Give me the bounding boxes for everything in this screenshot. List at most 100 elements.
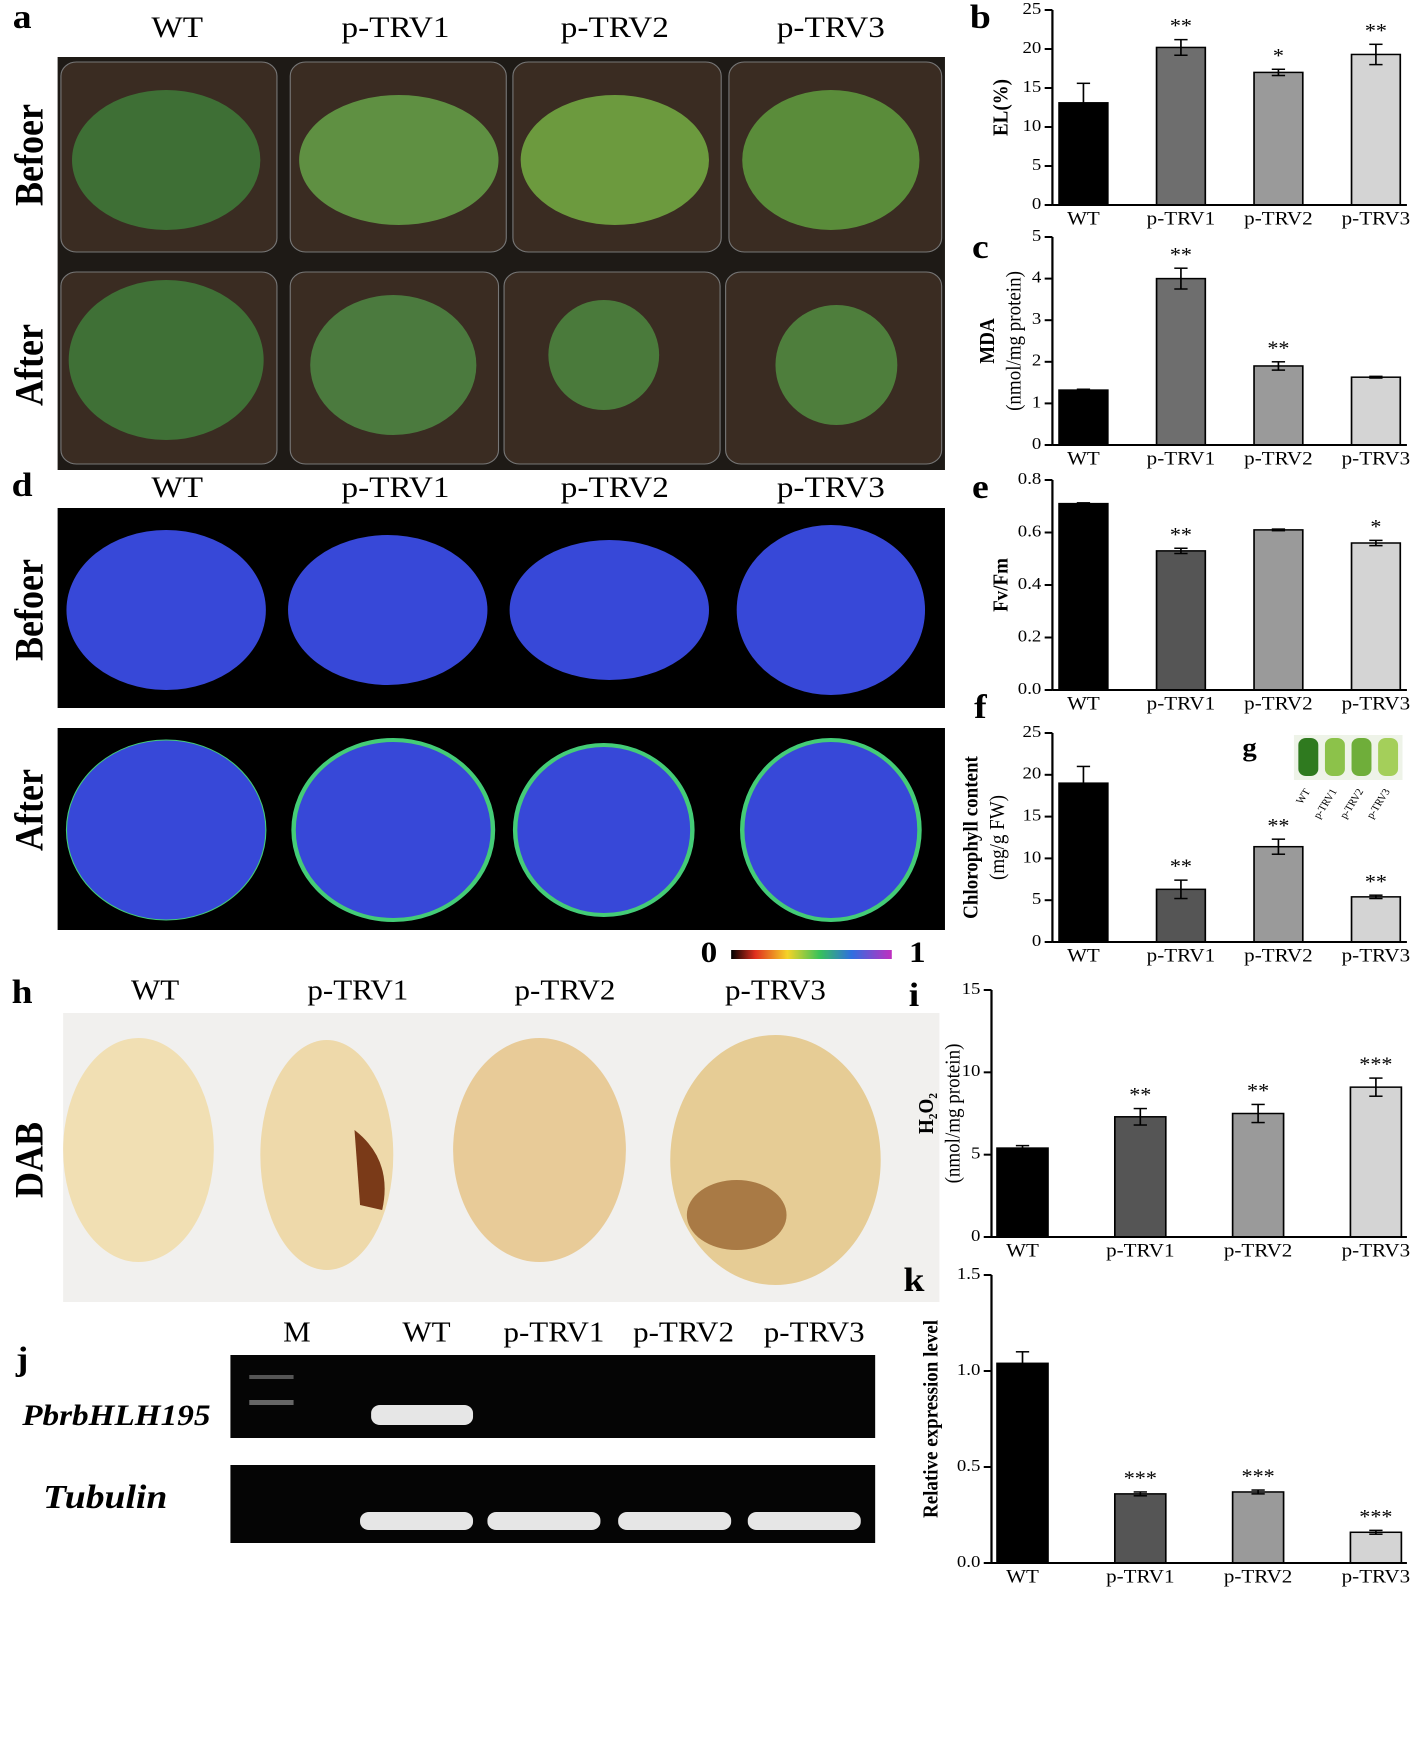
- x-tick-label: p-TRV1: [1106, 1566, 1174, 1587]
- significance-label: **: [1170, 243, 1192, 266]
- significance-label: *: [1370, 515, 1381, 538]
- bar: [1155, 277, 1207, 446]
- y-tick-label: 15: [962, 979, 981, 998]
- bar: [1113, 1116, 1167, 1238]
- x-tick-label: p-TRV3: [1342, 208, 1410, 229]
- bar: [1253, 529, 1304, 691]
- significance-label: ***: [1359, 1053, 1392, 1076]
- x-tick-label: p-TRV3: [1342, 945, 1410, 966]
- y-tick-label: 0: [971, 1226, 980, 1245]
- row-label: After: [8, 324, 52, 406]
- y-tick-label: 0.8: [1018, 469, 1042, 488]
- panel-letter: a: [13, 0, 32, 35]
- row-label: DAB: [8, 1122, 52, 1198]
- column-label: p-TRV3: [764, 1318, 865, 1348]
- y-tick-label: 5: [971, 1143, 980, 1162]
- x-tick-label: p-TRV3: [1342, 1566, 1410, 1587]
- x-tick-label: p-TRV2: [1244, 693, 1312, 714]
- column-label: M: [283, 1318, 311, 1348]
- color-scale: [731, 950, 892, 959]
- bar: [1350, 542, 1402, 691]
- x-tick-label: p-TRV1: [1147, 945, 1215, 966]
- x-tick-label: p-TRV3: [1342, 448, 1410, 469]
- y-tick-label: 1.5: [957, 1264, 981, 1283]
- tube-inset: [1293, 735, 1403, 780]
- y-tick-label: 20: [1023, 38, 1042, 57]
- panel-letter: b: [970, 0, 991, 35]
- y-axis-label: (mg/g FW): [986, 795, 1009, 880]
- y-tick-label: 10: [962, 1061, 981, 1080]
- y-tick-label: 0: [1032, 931, 1041, 950]
- column-label: p-TRV2: [515, 976, 616, 1006]
- bar: [1349, 1531, 1403, 1564]
- y-tick-label: 0.2: [1018, 626, 1042, 645]
- column-label: p-TRV3: [777, 10, 885, 43]
- y-axis-label: Chlorophyll content: [960, 756, 983, 919]
- bar: [1155, 46, 1207, 206]
- x-tick-label: WT: [1067, 208, 1100, 229]
- y-tick-label: 10: [1023, 847, 1042, 866]
- column-label: p-TRV2: [633, 1318, 734, 1348]
- y-tick-label: 15: [1023, 77, 1042, 96]
- y-axis-label: Relative expression level: [920, 1320, 943, 1518]
- panel-letter: c: [972, 227, 989, 265]
- y-axis-label: (nmol/mg protein): [1003, 271, 1026, 411]
- panel-letter: g: [1242, 733, 1257, 761]
- bar: [1253, 365, 1304, 446]
- column-label: p-TRV3: [725, 976, 826, 1006]
- bar: [1253, 71, 1304, 206]
- y-tick-label: 5: [1032, 889, 1041, 908]
- panel-letter: i: [909, 975, 919, 1013]
- x-tick-label: p-TRV1: [1106, 1240, 1174, 1261]
- bar: [1058, 502, 1109, 691]
- column-label: p-TRV1: [307, 976, 408, 1006]
- tube-label: p-TRV2: [1338, 787, 1366, 820]
- bar: [1058, 782, 1109, 943]
- y-tick-label: 1: [1032, 392, 1041, 411]
- significance-label: **: [1170, 523, 1192, 546]
- panel-letter: j: [15, 1339, 29, 1377]
- x-tick-label: p-TRV3: [1342, 693, 1410, 714]
- column-label: p-TRV2: [561, 10, 669, 43]
- y-tick-label: 5: [1032, 155, 1041, 174]
- panel-letter: k: [903, 1260, 924, 1298]
- significance-label: **: [1365, 870, 1387, 893]
- y-tick-label: 0.5: [957, 1456, 981, 1475]
- significance-label: ***: [1241, 1465, 1274, 1488]
- y-tick-label: 25: [1023, 722, 1042, 741]
- gel-1: [230, 1355, 876, 1438]
- bar: [1231, 1112, 1285, 1238]
- x-tick-label: p-TRV1: [1147, 448, 1215, 469]
- column-label: WT: [151, 470, 203, 503]
- column-label: WT: [151, 10, 203, 43]
- y-axis-label: MDA: [976, 318, 999, 364]
- y-tick-label: 3: [1032, 309, 1041, 328]
- row-label: Befoer: [8, 104, 52, 206]
- x-tick-label: p-TRV2: [1244, 448, 1312, 469]
- significance-label: ***: [1124, 1467, 1157, 1490]
- tube-label: WT: [1295, 787, 1314, 806]
- y-tick-label: 4: [1032, 267, 1041, 286]
- row-label: After: [8, 769, 52, 851]
- bar: [1253, 845, 1304, 943]
- significance-label: **: [1267, 814, 1289, 837]
- y-tick-label: 0: [1032, 194, 1041, 213]
- significance-label: **: [1170, 14, 1192, 37]
- y-axis-label: H₂O₂: [915, 1093, 938, 1134]
- dab-leaves: [63, 1035, 881, 1285]
- bar: [1350, 53, 1402, 206]
- x-tick-label: p-TRV1: [1147, 208, 1215, 229]
- row-label: Tubulin: [43, 1477, 167, 1515]
- significance-label: **: [1170, 855, 1192, 878]
- y-tick-label: 0.0: [957, 1552, 981, 1571]
- significance-label: **: [1247, 1079, 1269, 1102]
- column-label: p-TRV2: [561, 470, 669, 503]
- y-tick-label: 0.0: [1018, 679, 1042, 698]
- column-label: WT: [402, 1318, 450, 1348]
- significance-label: *: [1273, 44, 1284, 67]
- row-label: PbrbHLH195: [21, 1398, 210, 1431]
- x-tick-label: p-TRV1: [1147, 693, 1215, 714]
- row-label: Befoer: [8, 559, 52, 661]
- bar: [1350, 376, 1402, 446]
- scale-label: 1: [909, 935, 926, 968]
